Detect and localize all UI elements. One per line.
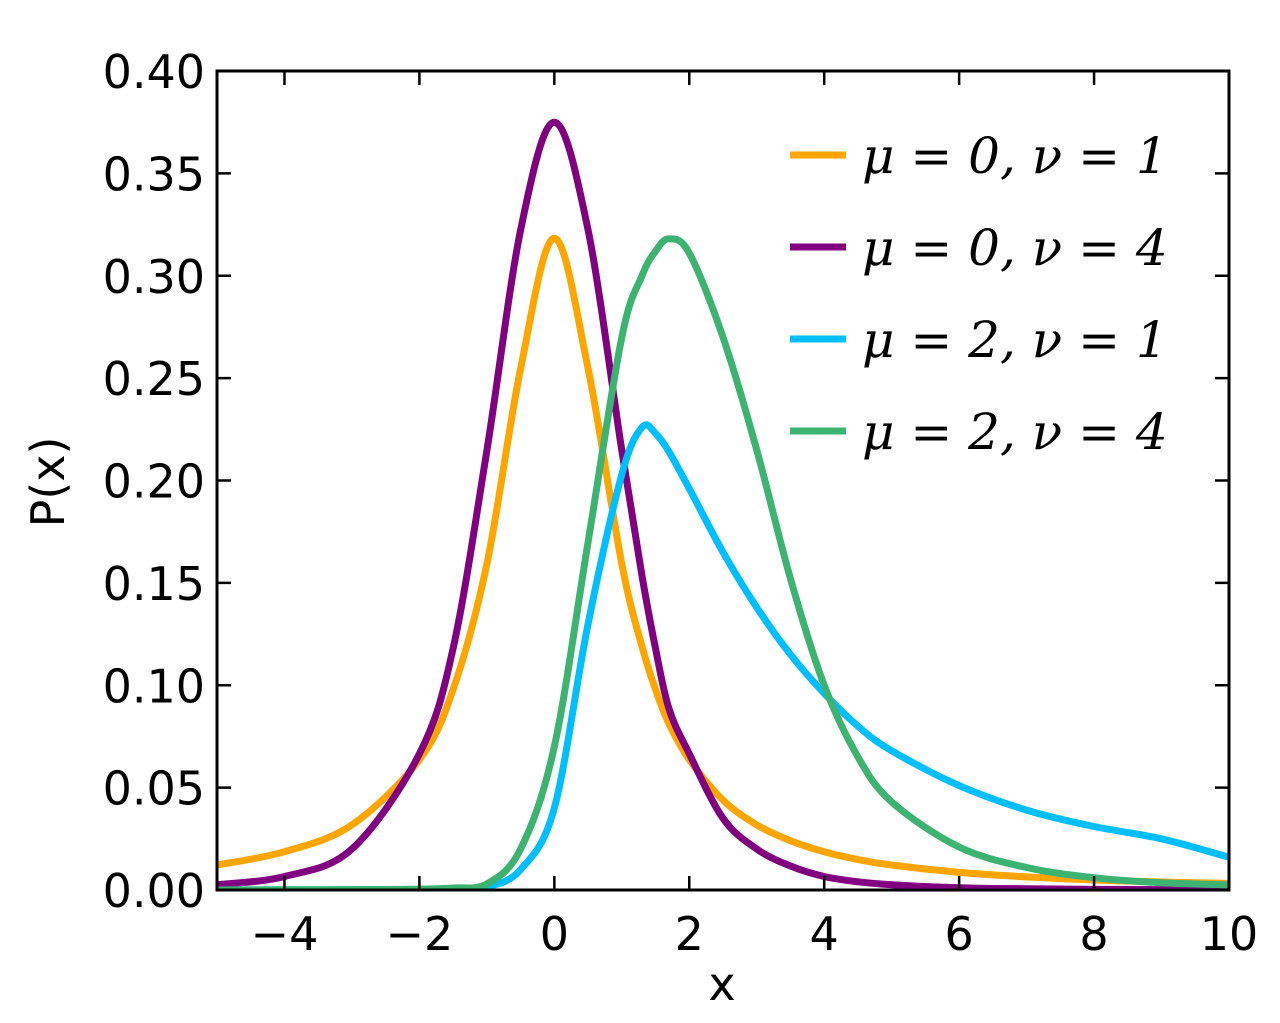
x-tick-label: 10 [1200,907,1259,961]
x-tick-label: 0 [540,907,569,961]
legend: μ = 0, ν = 1 μ = 0, ν = 4 μ = 2, ν = 1 μ = … [790,127,1168,461]
y-tick-label: 0.05 [103,762,205,816]
y-tick-label: 0.30 [103,250,205,304]
series-line-1 [217,234,1229,887]
y-tick-label: 0.10 [103,659,205,713]
x-tick-label: 4 [810,907,839,961]
legend-label-3: μ = 2, ν = 1 [862,311,1168,369]
x-tick-label: −2 [385,907,453,961]
series-line-4 [217,235,1229,890]
x-tick-label: 8 [1079,907,1108,961]
y-tick-label: 0.15 [103,557,205,611]
x-tick-label: −4 [251,907,319,961]
y-tick-label: 0.00 [103,864,205,918]
y-tick-label: 0.25 [103,352,205,406]
y-tick-label: 0.20 [103,455,205,509]
x-tick-label: 6 [944,907,973,961]
series-line-2 [217,118,1229,890]
plot-frame [215,69,1231,892]
legend-label-1: μ = 0, ν = 1 [862,127,1168,185]
legend-label-2: μ = 0, ν = 4 [862,219,1168,277]
legend-label-4: μ = 2, ν = 4 [862,403,1168,461]
x-tick-label: 2 [675,907,704,961]
plot-area: −4 −2 0 2 4 6 8 10 0.00 0.05 0.10 0.15 0.20 0.25 0.30 0… [103,45,1259,961]
y-tick-label: 0.35 [103,147,205,201]
y-axis-label: P(x) [21,437,75,528]
y-tick-label: 0.40 [103,45,205,99]
x-axis-label: x [708,957,735,1011]
